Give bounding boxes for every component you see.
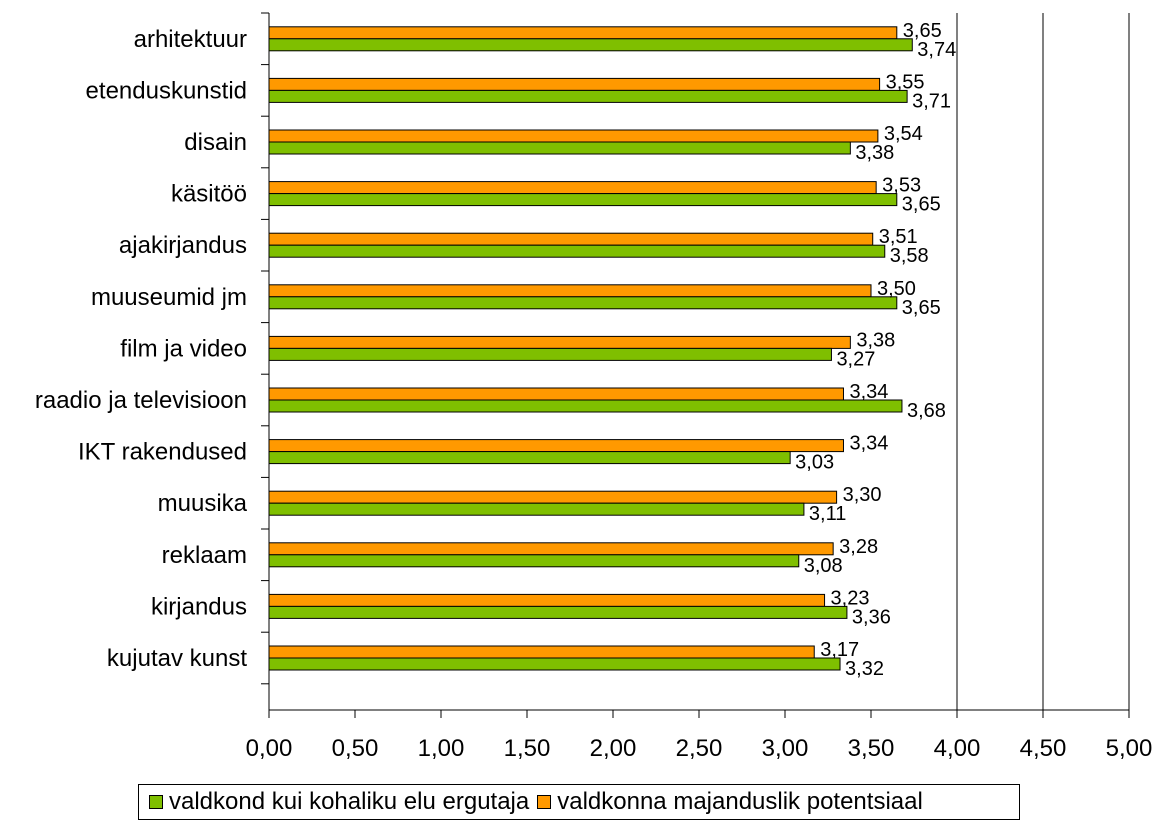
category-label-6: film ja video: [120, 335, 247, 362]
bar-orange-12: [268, 645, 815, 659]
x-tick-label-9: 4,50: [1020, 735, 1067, 762]
legend-item-economic-potential: valdkonna majanduslik potentsiaal: [537, 788, 923, 816]
bar-green-3: [268, 193, 898, 207]
legend-label-economic-potential: valdkonna majanduslik potentsiaal: [557, 788, 923, 815]
category-label-2: disain: [184, 129, 247, 156]
bar-orange-10: [268, 542, 834, 556]
bar-green-0: [268, 38, 913, 52]
x-tick-label-2: 1,00: [418, 735, 465, 762]
legend-label-local-life: valdkond kui kohaliku elu ergutaja: [169, 788, 530, 815]
legend-item-local-life: valdkond kui kohaliku elu ergutaja: [149, 788, 529, 816]
bar-green-9: [268, 502, 805, 516]
category-label-1: etenduskunstid: [86, 77, 247, 104]
bar-orange-8: [268, 439, 844, 453]
category-label-10: reklaam: [162, 542, 247, 569]
data-label-green-8: 3,03: [795, 452, 834, 474]
data-label-green-7: 3,68: [907, 400, 946, 422]
data-label-green-3: 3,65: [902, 194, 941, 216]
bar-green-12: [268, 657, 841, 671]
data-label-green-6: 3,27: [836, 348, 875, 370]
data-label-orange-12: 3,17: [820, 639, 859, 661]
data-label-orange-2: 3,54: [884, 123, 923, 145]
category-label-3: käsitöö: [171, 181, 247, 208]
data-label-orange-1: 3,55: [886, 71, 925, 93]
data-label-green-1: 3,71: [912, 90, 951, 112]
data-label-orange-6: 3,38: [856, 329, 895, 351]
data-label-orange-8: 3,34: [849, 433, 888, 455]
chart-legend: valdkond kui kohaliku elu ergutaja valdk…: [138, 784, 1020, 820]
data-label-orange-10: 3,28: [839, 536, 878, 558]
bar-orange-0: [268, 26, 898, 40]
data-label-green-0: 3,74: [917, 39, 956, 61]
bar-green-6: [268, 347, 832, 361]
data-label-orange-3: 3,53: [882, 175, 921, 197]
data-label-green-5: 3,65: [902, 297, 941, 319]
bar-green-7: [268, 399, 903, 413]
bar-orange-4: [268, 232, 874, 246]
bar-orange-6: [268, 335, 851, 349]
bar-orange-3: [268, 181, 877, 195]
data-label-green-10: 3,08: [804, 555, 843, 577]
bar-orange-11: [268, 593, 826, 607]
bar-orange-2: [268, 129, 879, 143]
x-tick-label-4: 2,00: [590, 735, 637, 762]
bar-green-2: [268, 141, 851, 155]
data-label-green-2: 3,38: [855, 142, 894, 164]
data-label-green-12: 3,32: [845, 658, 884, 680]
bar-chart: 0,00 0,50 1,00 1,50 2,00 2,50 3,00 3,50 4,00 4,50…: [35, 12, 1153, 762]
category-label-8: IKT rakendused: [78, 439, 247, 466]
category-label-9: muusika: [158, 490, 248, 517]
data-label-green-11: 3,36: [852, 606, 891, 628]
x-tick-label-1: 0,50: [332, 735, 379, 762]
x-tick-label-3: 1,50: [504, 735, 551, 762]
data-label-orange-11: 3,23: [831, 587, 870, 609]
data-label-orange-4: 3,51: [879, 226, 918, 248]
x-tick-label-10: 5,00: [1106, 735, 1153, 762]
bar-orange-5: [268, 284, 872, 298]
category-label-12: kujutav kunst: [107, 645, 247, 672]
category-label-0: arhitektuur: [134, 26, 247, 53]
x-tick-label-7: 3,50: [848, 735, 895, 762]
bar-green-8: [268, 451, 791, 465]
bar-green-10: [268, 554, 800, 568]
data-label-green-4: 3,58: [890, 245, 929, 267]
data-label-orange-7: 3,34: [849, 381, 888, 403]
data-label-orange-0: 3,65: [903, 20, 942, 42]
data-label-orange-9: 3,30: [843, 484, 882, 506]
bar-orange-7: [268, 387, 844, 401]
data-label-green-9: 3,11: [809, 503, 846, 525]
bar-green-5: [268, 296, 898, 310]
legend-swatch-green: [149, 795, 163, 809]
x-tick-label-6: 3,00: [762, 735, 809, 762]
category-label-4: ajakirjandus: [119, 232, 247, 259]
x-tick-label-5: 2,50: [676, 735, 723, 762]
bar-orange-1: [268, 77, 881, 91]
bar-green-1: [268, 89, 908, 103]
bar-orange-9: [268, 490, 838, 504]
legend-swatch-orange: [537, 795, 552, 809]
x-tick-label-8: 4,00: [934, 735, 981, 762]
category-label-7: raadio ja televisioon: [35, 387, 247, 414]
bar-green-11: [268, 605, 848, 619]
x-tick-label-0: 0,00: [246, 735, 293, 762]
category-label-5: muuseumid jm: [91, 284, 247, 311]
data-label-orange-5: 3,50: [877, 278, 916, 300]
category-label-11: kirjandus: [151, 593, 247, 620]
bar-green-4: [268, 244, 886, 258]
